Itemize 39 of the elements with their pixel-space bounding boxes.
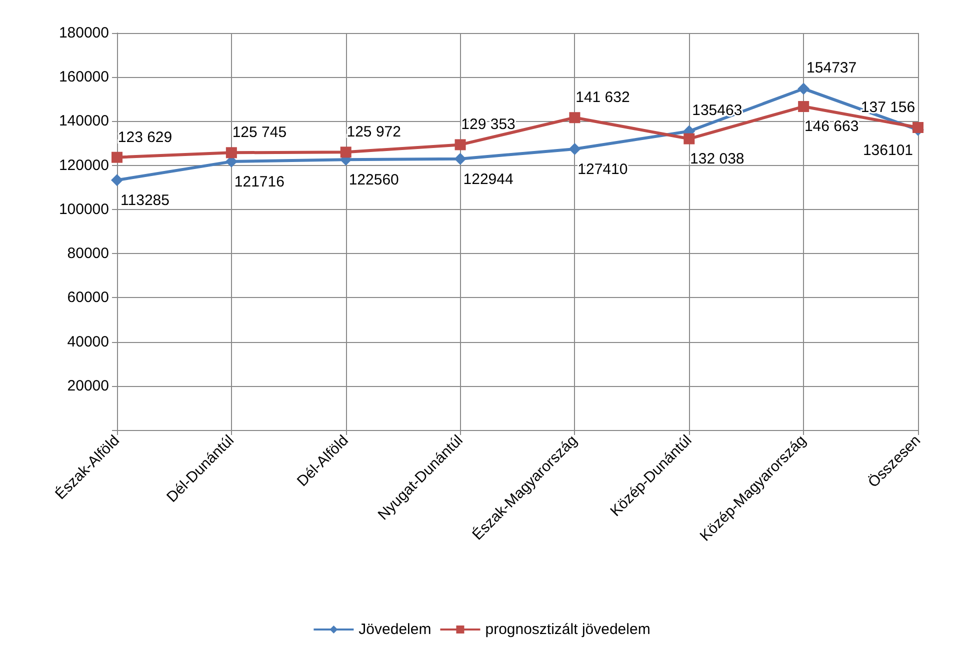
y-tick-label: 140000	[58, 112, 109, 130]
point	[798, 82, 810, 95]
data-label: 122944	[463, 170, 514, 188]
data-label: 122560	[348, 172, 399, 189]
data-label: 113285	[120, 192, 170, 210]
data-label: 146 663	[804, 118, 859, 136]
point	[569, 112, 580, 124]
point	[454, 152, 466, 165]
data-label: 141 632	[576, 89, 630, 106]
point	[454, 139, 466, 150]
point	[226, 147, 237, 158]
data-label: 135463	[692, 102, 742, 120]
data-label: 125 972	[346, 124, 401, 141]
data-label: 136101	[862, 142, 914, 159]
point	[912, 122, 924, 133]
point	[568, 142, 581, 155]
y-tick-label: 100000	[58, 200, 109, 218]
legend-label: Jövedelem	[358, 621, 432, 638]
y-tick-label: 40000	[67, 333, 109, 350]
y-tick-label: 80000	[67, 245, 109, 262]
data-label: 129 353	[461, 116, 516, 134]
data-label: 121716	[234, 174, 284, 191]
legend-label: prognosztizált jövedelem	[485, 621, 650, 638]
data-label: 127410	[578, 160, 628, 178]
point	[111, 174, 123, 186]
y-tick-label: 120000	[58, 156, 109, 174]
data-label: 137 156	[860, 98, 916, 116]
y-tick-label: 20000	[67, 377, 109, 394]
y-tick-label: 180000	[58, 24, 109, 42]
y-tick-label: 160000	[58, 68, 109, 86]
data-label: 154737	[806, 60, 857, 77]
data-label: 132 038	[690, 150, 744, 168]
point	[684, 133, 695, 144]
data-label: 123 629	[118, 128, 172, 146]
point	[798, 101, 810, 112]
y-tick-label: 60000	[67, 289, 109, 306]
point	[112, 152, 122, 163]
point	[340, 146, 352, 158]
data-label: 125 745	[232, 124, 287, 142]
